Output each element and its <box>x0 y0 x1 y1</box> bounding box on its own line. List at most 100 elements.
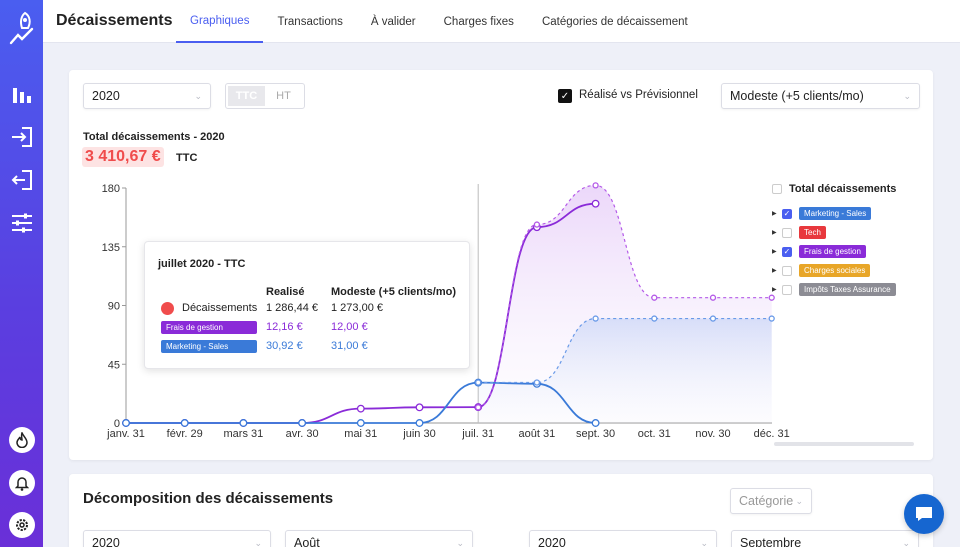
page-title: Décaissements <box>56 12 173 29</box>
decomposition-card: Décomposition des décaissements Catégori… <box>69 474 933 547</box>
legend-item[interactable]: ▶ Charges sociales <box>772 261 932 280</box>
year-select-2[interactable]: 2020 ⌄ <box>529 530 717 547</box>
legend-checkbox[interactable] <box>782 227 792 238</box>
tab-categories[interactable]: Catégories de décaissement <box>541 15 688 28</box>
tooltip-title: juillet 2020 - TTC <box>158 258 246 270</box>
legend-item[interactable]: ▶ ✓ Marketing - Sales <box>772 204 932 223</box>
x-tick-label: nov. 30 <box>695 428 730 440</box>
year-select[interactable]: 2020 ⌄ <box>83 83 211 109</box>
chevron-down-icon: ⌄ <box>700 537 708 547</box>
chat-icon <box>916 507 932 521</box>
chevron-down-icon: ⌄ <box>254 537 262 547</box>
data-point <box>415 403 424 412</box>
gear-icon[interactable] <box>0 512 43 538</box>
realise-checkbox[interactable]: ✓ <box>558 89 572 103</box>
month-select-2-value: Septembre <box>740 536 802 547</box>
line-chart: 0 45 90 135 180 janv. 31 févr. 29 mars 31 avr. 3… <box>102 182 790 440</box>
chart-legend: Total décaissements ▶ ✓ Marketing - Sales ▶… <box>772 182 932 299</box>
tab-bar: Graphiques Transactions À valider Charge… <box>176 0 702 43</box>
x-tick-label: août 31 <box>519 428 556 440</box>
year-select-2-value: 2020 <box>538 536 566 547</box>
legend-chip: Charges sociales <box>799 264 871 277</box>
tooltip-prev-value: 12,00 € <box>331 321 368 333</box>
data-point <box>533 221 541 228</box>
chart-bar-icon[interactable] <box>0 84 43 104</box>
x-tick-label: avr. 30 <box>286 428 319 440</box>
caret-right-icon[interactable]: ▶ <box>772 230 777 236</box>
legend-scrollbar[interactable] <box>774 442 914 446</box>
ht-option[interactable]: HT <box>276 90 291 102</box>
category-select[interactable]: Catégorie ⌄ <box>730 488 812 514</box>
legend-checkbox[interactable]: ✓ <box>782 246 792 257</box>
ttc-ht-toggle[interactable]: TTC HT <box>225 83 305 109</box>
data-point <box>768 294 775 301</box>
logo-rocket-icon[interactable] <box>0 10 43 46</box>
tooltip-row-label: Décaissements <box>182 302 258 314</box>
flame-icon[interactable] <box>0 427 43 453</box>
data-point <box>298 419 307 427</box>
tab-charges-fixes[interactable]: Charges fixes <box>443 15 514 28</box>
y-tick-label: 90 <box>108 301 120 313</box>
x-tick-label: janv. 31 <box>106 428 145 440</box>
data-point <box>768 315 775 322</box>
data-point <box>592 182 599 189</box>
chat-button[interactable] <box>904 494 944 534</box>
year-select-1[interactable]: 2020 ⌄ <box>83 530 271 547</box>
legend-checkbox[interactable]: ✓ <box>782 208 792 219</box>
legend-total-checkbox[interactable] <box>772 184 782 194</box>
x-tick-label: juil. 31 <box>461 428 494 440</box>
month-select-1[interactable]: Août ⌄ <box>285 530 473 547</box>
legend-total[interactable]: Total décaissements <box>772 182 932 196</box>
legend-item[interactable]: ▶ Tech <box>772 223 932 242</box>
legend-chip: Marketing - Sales <box>799 207 872 220</box>
legend-chip: Impôts Taxes Assurance <box>799 283 896 296</box>
login-icon[interactable] <box>0 126 43 148</box>
caret-right-icon[interactable]: ▶ <box>772 211 777 217</box>
month-select-1-value: Août <box>294 536 320 547</box>
legend-chip: Tech <box>799 226 826 239</box>
legend-item[interactable]: ▶ ✓ Frais de gestion <box>772 242 932 261</box>
ttc-option[interactable]: TTC <box>228 86 265 106</box>
data-point <box>591 199 600 208</box>
legend-item[interactable]: ▶ Impôts Taxes Assurance <box>772 280 932 299</box>
legend-checkbox[interactable] <box>782 265 792 276</box>
data-point <box>709 315 717 322</box>
logout-icon[interactable] <box>0 169 43 191</box>
caret-right-icon[interactable]: ▶ <box>772 287 777 293</box>
month-select-2[interactable]: Septembre ⌄ <box>731 530 919 547</box>
tooltip-row: Décaissements 1 286,44 € 1 273,00 € <box>161 301 461 317</box>
tooltip-col-prev: Modeste (+5 clients/mo) <box>331 286 457 298</box>
data-point <box>415 419 424 427</box>
y-tick-label: 135 <box>102 242 120 254</box>
scenario-select-value: Modeste (+5 clients/mo) <box>730 89 864 103</box>
caret-right-icon[interactable]: ▶ <box>772 268 777 274</box>
data-point <box>356 419 365 427</box>
caret-right-icon[interactable]: ▶ <box>772 249 777 255</box>
sidebar <box>0 0 43 547</box>
series-area <box>478 318 772 423</box>
y-tick-label: 180 <box>102 183 120 195</box>
tab-transactions[interactable]: Transactions <box>277 15 343 28</box>
x-tick-label: juin 30 <box>402 428 435 440</box>
tooltip-prev-value: 31,00 € <box>331 340 368 352</box>
legend-chip: Frais de gestion <box>799 245 866 258</box>
tooltip-realise-value: 12,16 € <box>266 321 303 333</box>
data-point <box>651 294 658 301</box>
tab-a-valider[interactable]: À valider <box>370 15 416 28</box>
legend-total-label: Total décaissements <box>789 183 897 195</box>
bell-icon[interactable] <box>0 470 43 496</box>
data-point <box>533 379 541 386</box>
legend-checkbox[interactable] <box>782 284 792 295</box>
total-value: 3 410,67 € <box>82 147 164 167</box>
sliders-icon[interactable] <box>0 212 43 234</box>
data-point <box>475 379 482 386</box>
tab-graphiques[interactable]: Graphiques <box>176 0 264 43</box>
tooltip-row-chip: Frais de gestion <box>161 321 257 334</box>
chevron-down-icon: ⌄ <box>456 537 464 547</box>
x-tick-label: mai 31 <box>344 428 377 440</box>
scenario-select[interactable]: Modeste (+5 clients/mo) ⌄ <box>721 83 920 109</box>
x-tick-label: déc. 31 <box>754 428 790 440</box>
total-unit: TTC <box>176 152 198 164</box>
x-tick-label: févr. 29 <box>167 428 203 440</box>
tooltip-row: Frais de gestion 12,16 € 12,00 € <box>161 320 461 336</box>
